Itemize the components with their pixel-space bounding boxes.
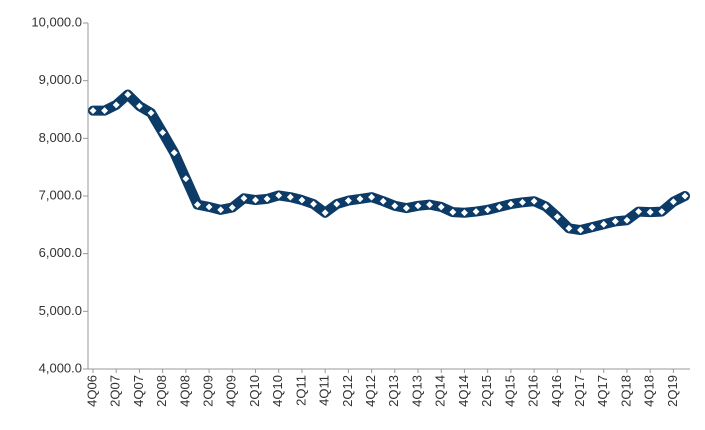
y-tick-label: 6,000.0 xyxy=(39,245,82,260)
marker xyxy=(483,205,493,215)
marker xyxy=(169,148,179,158)
marker xyxy=(413,201,423,211)
marker xyxy=(390,201,400,211)
y-tick-label: 9,000.0 xyxy=(39,72,82,87)
marker xyxy=(436,202,446,212)
marker xyxy=(308,199,319,209)
marker xyxy=(668,197,678,207)
marker xyxy=(680,191,690,201)
x-tick-label: 4Q15 xyxy=(502,375,517,407)
x-tick-label: 2Q16 xyxy=(526,375,541,407)
marker xyxy=(158,128,168,138)
marker xyxy=(622,215,632,225)
y-tick-label: 4,000.0 xyxy=(39,360,82,375)
x-tick-label: 4Q17 xyxy=(595,375,610,407)
marker xyxy=(181,174,191,184)
marker xyxy=(134,101,144,111)
marker xyxy=(100,106,110,116)
x-tick-label: 4Q06 xyxy=(84,375,99,407)
marker xyxy=(378,196,388,206)
marker xyxy=(425,200,435,210)
marker xyxy=(599,219,609,229)
x-tick-label: 2Q12 xyxy=(340,375,355,407)
marker xyxy=(552,212,562,222)
x-tick-label: 2Q13 xyxy=(386,375,401,407)
x-tick-label: 4Q14 xyxy=(456,375,471,407)
y-tick-label: 10,000.0 xyxy=(31,14,82,29)
marker xyxy=(634,207,644,217)
marker xyxy=(575,225,586,235)
marker xyxy=(587,222,597,232)
marker xyxy=(285,192,295,202)
marker xyxy=(529,196,539,206)
marker xyxy=(146,108,156,118)
x-tick-label: 2Q19 xyxy=(665,375,680,407)
marker xyxy=(494,202,504,212)
marker xyxy=(517,197,528,207)
marker xyxy=(401,203,411,213)
marker xyxy=(123,89,133,100)
x-tick-label: 2Q07 xyxy=(108,375,123,407)
marker xyxy=(343,196,353,206)
marker xyxy=(332,199,342,209)
x-tick-label: 4Q12 xyxy=(363,375,378,407)
x-tick-label: 4Q16 xyxy=(549,375,564,407)
marker xyxy=(111,100,121,110)
marker xyxy=(506,199,516,209)
marker xyxy=(297,195,307,205)
marker xyxy=(239,193,249,203)
x-tick-label: 4Q13 xyxy=(409,375,424,407)
x-tick-label: 2Q17 xyxy=(572,375,587,407)
marker xyxy=(274,190,284,200)
x-tick-label: 2Q18 xyxy=(618,375,633,407)
marker xyxy=(541,201,551,211)
marker xyxy=(262,194,272,204)
marker xyxy=(355,194,365,204)
marker xyxy=(448,207,458,217)
x-tick-label: 2Q10 xyxy=(247,375,262,407)
x-tick-label: 2Q09 xyxy=(201,375,216,407)
x-tick-label: 4Q08 xyxy=(177,375,192,407)
marker xyxy=(250,195,261,205)
marker xyxy=(610,216,620,226)
marker xyxy=(216,205,226,215)
marker xyxy=(645,207,655,217)
marker xyxy=(367,192,377,202)
marker xyxy=(204,202,214,212)
y-tick-label: 5,000.0 xyxy=(39,303,82,318)
x-tick-label: 2Q14 xyxy=(433,375,448,407)
x-tick-label: 4Q07 xyxy=(131,375,146,407)
x-tick-label: 2Q08 xyxy=(154,375,169,407)
marker xyxy=(192,200,203,210)
x-tick-label: 4Q09 xyxy=(224,375,239,407)
marker xyxy=(657,207,667,217)
x-tick-label: 2Q11 xyxy=(293,375,308,406)
marker xyxy=(227,202,237,213)
y-tick-label: 8,000.0 xyxy=(39,130,82,145)
marker xyxy=(320,208,330,218)
line xyxy=(88,89,690,236)
marker xyxy=(459,208,470,218)
x-tick-label: 2Q15 xyxy=(479,375,494,407)
y-tick-label: 7,000.0 xyxy=(39,187,82,202)
x-tick-label: 4Q11 xyxy=(317,375,332,406)
marker xyxy=(564,223,574,233)
x-tick-label: 4Q18 xyxy=(642,375,657,407)
x-tick-label: 4Q10 xyxy=(270,375,285,407)
marker xyxy=(88,106,98,116)
marker xyxy=(471,207,481,217)
